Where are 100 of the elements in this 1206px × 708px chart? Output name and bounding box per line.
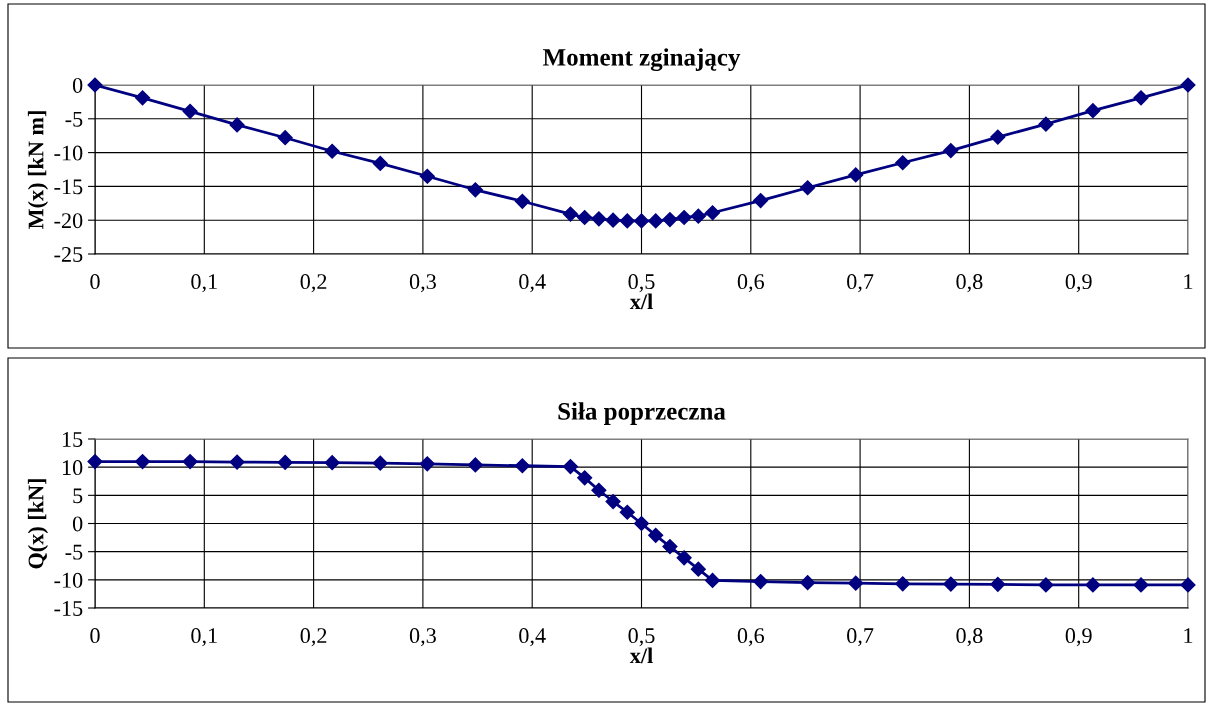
y-tick-label: 15 [62, 432, 83, 447]
point [800, 180, 816, 196]
point [1038, 116, 1054, 132]
point [277, 130, 293, 146]
point [800, 575, 816, 591]
point [605, 493, 621, 510]
point [87, 453, 103, 470]
point [467, 182, 483, 198]
point [704, 572, 721, 588]
point [704, 205, 721, 221]
point [943, 143, 959, 159]
point [562, 206, 579, 222]
point [372, 155, 388, 171]
x-tick-label: 0,2 [300, 274, 327, 293]
point [648, 213, 664, 229]
x-tick-label: 0,3 [409, 628, 436, 647]
point [324, 455, 340, 471]
point [633, 213, 650, 229]
point [990, 576, 1006, 592]
point [324, 143, 340, 159]
x-axis-title: x/l [629, 293, 653, 310]
y-tick-label: -15 [54, 601, 83, 616]
x-tick-label: 0,2 [300, 628, 327, 647]
point [848, 575, 864, 591]
chart-title: Moment zginający [542, 48, 741, 72]
point [1085, 103, 1101, 119]
x-tick-label: 0,3 [409, 274, 436, 293]
point [229, 454, 245, 470]
y-tick-label: -10 [54, 572, 83, 588]
y-tick-label: -25 [54, 246, 83, 262]
point [1180, 577, 1196, 593]
x-tick-label: 0,6 [737, 628, 765, 647]
point [182, 103, 198, 119]
point [591, 211, 607, 227]
point [577, 209, 593, 226]
x-tick-label: 0,8 [956, 274, 983, 293]
point [514, 193, 530, 209]
point [134, 453, 151, 470]
point [419, 168, 435, 184]
y-tick-label: -5 [65, 111, 83, 127]
x-tick-label: 0 [90, 628, 100, 644]
x-tick-label: 0 [90, 274, 100, 290]
point [1038, 577, 1054, 593]
point [134, 90, 151, 106]
x-axis-title: x/l [629, 647, 653, 664]
point [419, 456, 435, 472]
y-axis-title: M(x) [kN m] [27, 111, 49, 229]
y-tick-label: -10 [54, 145, 83, 161]
x-tick-label: 0,9 [1065, 628, 1092, 647]
point [676, 209, 692, 226]
y-tick-label: -15 [54, 179, 83, 195]
x-tick-label: 0,8 [956, 628, 983, 647]
x-tick-label: 0,9 [1065, 274, 1092, 293]
point [753, 573, 769, 590]
point [662, 211, 678, 228]
point [277, 454, 293, 470]
chart-title: Siła poprzeczna [558, 402, 726, 425]
x-tick-label: 0,4 [519, 628, 546, 647]
point [1085, 577, 1101, 593]
point [848, 167, 864, 183]
x-tick-label: 1 [1184, 274, 1193, 289]
point [1133, 90, 1149, 106]
point [690, 561, 706, 577]
point [467, 457, 483, 473]
x-tick-label: 0,1 [191, 628, 217, 647]
x-tick-label: 0,5 [628, 274, 655, 293]
point [895, 155, 911, 171]
point [662, 539, 678, 555]
x-tick-label: 0,4 [519, 274, 546, 293]
point [229, 117, 245, 133]
x-tick-label: 0,7 [847, 274, 874, 293]
y-tick-label: 0 [72, 77, 83, 93]
point [633, 515, 650, 532]
y-tick-label: -20 [54, 213, 83, 229]
point [648, 527, 664, 543]
point [943, 576, 959, 592]
x-tick-label: 0,7 [847, 628, 874, 647]
point [514, 458, 530, 474]
x-tick-label: 0,1 [191, 274, 217, 293]
y-tick-label: 10 [62, 460, 83, 476]
x-tick-label: 0,5 [628, 628, 655, 647]
point [619, 213, 635, 229]
point [372, 455, 388, 471]
point [690, 208, 706, 224]
point [87, 77, 103, 93]
x-tick-label: 1 [1184, 628, 1193, 643]
y-tick-label: 5 [73, 488, 83, 504]
point [1180, 77, 1196, 93]
point [591, 482, 607, 498]
point [619, 504, 635, 520]
point [562, 459, 579, 475]
y-axis-title: Q(x) [kN] [27, 479, 49, 569]
x-tick-label: 0,6 [737, 274, 765, 293]
y-tick-label: -5 [65, 544, 83, 560]
point [676, 550, 692, 566]
point [1133, 577, 1149, 593]
point [577, 470, 593, 486]
y-tick-label: 0 [72, 516, 83, 532]
point [753, 193, 769, 209]
point [605, 212, 621, 228]
